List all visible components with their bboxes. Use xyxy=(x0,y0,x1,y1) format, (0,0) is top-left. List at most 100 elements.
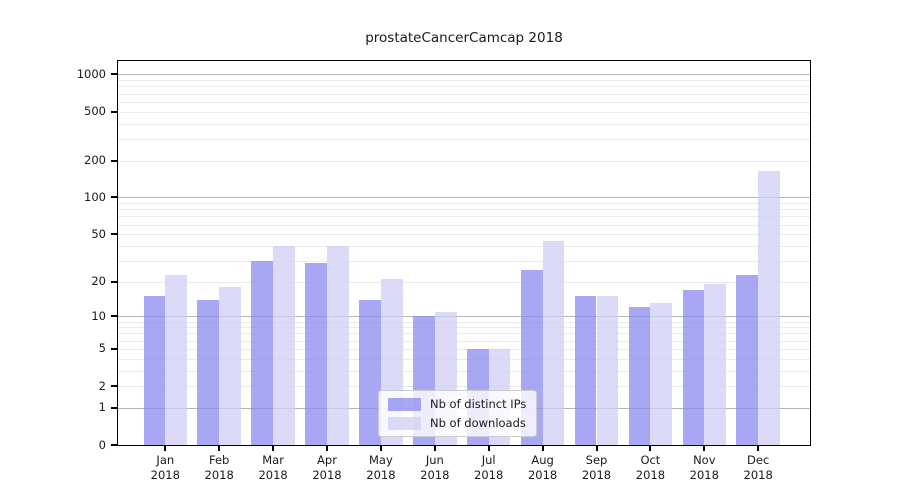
x-tick-year: 2018 xyxy=(474,468,504,482)
bar-downloads-oct xyxy=(650,303,673,445)
gridline-minor xyxy=(118,245,810,247)
bar-downloads-nov xyxy=(704,284,727,445)
x-tick xyxy=(433,445,436,451)
gridline-minor xyxy=(118,234,810,236)
x-tick xyxy=(164,445,167,451)
y-tick-label: 0 xyxy=(98,437,106,452)
x-tick-year: 2018 xyxy=(204,468,234,482)
x-tick-label: Aug 2018 xyxy=(513,453,573,483)
gridline-minor xyxy=(118,327,810,329)
x-tick-label: Oct 2018 xyxy=(620,453,680,483)
legend: Nb of distinct IPs Nb of downloads xyxy=(378,390,538,437)
x-tick-label: Nov 2018 xyxy=(674,453,734,483)
x-tick-month: Nov xyxy=(693,453,716,467)
gridline-minor xyxy=(118,203,810,205)
y-tick-label: 200 xyxy=(84,153,106,168)
x-tick-year: 2018 xyxy=(366,468,396,482)
gridline-minor xyxy=(118,321,810,323)
y-tick xyxy=(111,385,118,388)
gridline-minor xyxy=(118,138,810,140)
gridline-minor xyxy=(118,224,810,226)
y-tick xyxy=(111,280,118,283)
gridline-minor xyxy=(118,93,810,95)
x-tick-label: Jan 2018 xyxy=(135,453,195,483)
x-tick-label: May 2018 xyxy=(351,453,411,483)
bar-downloads-mar xyxy=(273,245,295,445)
x-tick-month: Apr xyxy=(317,453,337,467)
x-tick-year: 2018 xyxy=(527,468,558,482)
x-tick-label: Sep 2018 xyxy=(567,453,627,483)
x-tick xyxy=(487,445,490,451)
y-tick xyxy=(111,159,118,162)
gridline-minor xyxy=(118,80,810,82)
x-tick-month: Jun xyxy=(425,453,444,467)
x-tick-year: 2018 xyxy=(312,468,342,482)
x-tick-year: 2018 xyxy=(743,468,773,482)
gridline-minor xyxy=(118,111,810,113)
y-tick xyxy=(111,233,118,236)
x-tick-year: 2018 xyxy=(420,468,450,482)
x-tick-month: Jul xyxy=(481,453,496,467)
gridline-minor xyxy=(118,340,810,342)
x-tick-year: 2018 xyxy=(581,468,612,482)
legend-item-distinct-ips: Nb of distinct IPs xyxy=(388,397,526,411)
y-tick-label: 500 xyxy=(84,104,106,119)
gridline-minor xyxy=(118,160,810,162)
x-tick xyxy=(326,445,328,451)
y-tick-label: 2 xyxy=(98,378,106,393)
x-tick-label: Jun 2018 xyxy=(405,453,465,483)
x-tick xyxy=(595,445,598,451)
x-tick-year: 2018 xyxy=(150,468,180,482)
gridline-minor xyxy=(118,281,810,283)
y-tick xyxy=(111,73,118,76)
y-tick xyxy=(111,406,118,409)
x-tick-month: Feb xyxy=(209,453,230,467)
gridline-minor xyxy=(118,216,810,218)
legend-swatch-distinct-ips xyxy=(388,397,421,411)
bar-distinct-ips-sep xyxy=(574,296,597,445)
bar-distinct-ips-apr xyxy=(305,262,327,445)
x-tick-month: Mar xyxy=(262,453,284,467)
chart-title: prostateCancerCamcap 2018 xyxy=(365,30,563,46)
y-tick-label: 1000 xyxy=(76,66,106,81)
gridline-minor xyxy=(118,101,810,103)
legend-label-distinct-ips: Nb of distinct IPs xyxy=(430,397,527,411)
x-tick xyxy=(379,445,382,451)
x-tick-label: Apr 2018 xyxy=(297,453,357,483)
bar-downloads-apr xyxy=(327,245,349,445)
y-tick xyxy=(111,196,118,199)
gridline-minor xyxy=(118,86,810,88)
y-tick-label: 100 xyxy=(84,189,106,204)
x-tick xyxy=(703,445,706,451)
x-tick-year: 2018 xyxy=(635,468,666,482)
y-tick-label: 5 xyxy=(98,341,106,356)
gridline-minor xyxy=(118,358,810,360)
gridline-minor xyxy=(118,333,810,335)
x-tick xyxy=(272,445,275,451)
bar-distinct-ips-nov xyxy=(682,289,705,445)
legend-swatch-downloads xyxy=(388,416,421,430)
gridline-minor xyxy=(118,348,810,350)
gridline-minor xyxy=(118,260,810,262)
gridline-minor xyxy=(118,370,810,372)
bar-distinct-ips-oct xyxy=(628,307,651,445)
bar-downloads-jan xyxy=(165,274,188,445)
x-tick-label: Jul 2018 xyxy=(459,453,519,483)
plot-area xyxy=(118,61,810,445)
gridline-major xyxy=(118,197,810,199)
y-tick xyxy=(111,444,118,446)
x-tick-label: Mar 2018 xyxy=(243,453,303,483)
bar-distinct-ips-may xyxy=(359,299,381,445)
x-tick-month: Sep xyxy=(585,453,608,467)
bar-downloads-aug xyxy=(542,240,565,445)
gridline-major xyxy=(118,74,810,76)
gridline-minor xyxy=(118,209,810,211)
bar-distinct-ips-jan xyxy=(143,296,166,445)
x-tick-year: 2018 xyxy=(689,468,719,482)
gridline-minor xyxy=(118,123,810,125)
x-tick xyxy=(541,445,544,451)
gridline-major xyxy=(118,316,810,318)
x-tick-month: Dec xyxy=(747,453,770,467)
legend-label-downloads: Nb of downloads xyxy=(430,416,526,430)
x-tick-month: Aug xyxy=(531,453,554,467)
